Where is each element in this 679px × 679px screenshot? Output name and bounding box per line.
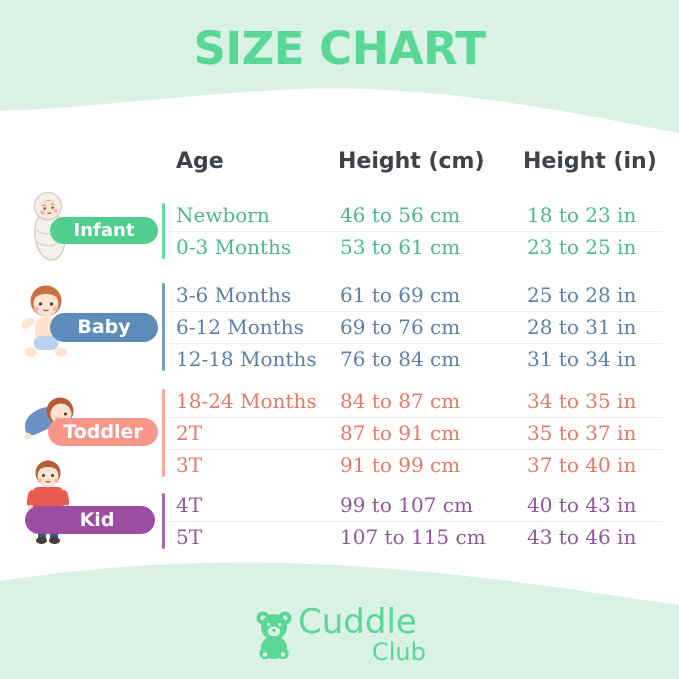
height-in-cell: 28 to 31 in (527, 315, 637, 339)
toddler-group-badge: Toddler (48, 418, 158, 446)
table-row: 18-24 Months 84 to 87 cm 34 to 35 in (0, 385, 679, 417)
height-in-cell: 31 to 34 in (527, 347, 637, 371)
header-age: Age (176, 149, 224, 174)
age-cell: 12-18 Months (176, 347, 317, 371)
height-in-cell: 34 to 35 in (527, 389, 637, 413)
age-cell: 6-12 Months (176, 315, 304, 339)
table-row: 4T 99 to 107 cm 40 to 43 in (0, 489, 679, 521)
row-divider (170, 231, 662, 232)
height-cm-cell: 91 to 99 cm (340, 453, 461, 477)
baby-group-line (162, 283, 165, 371)
group-label: Toddler (63, 421, 143, 443)
height-in-cell: 43 to 46 in (527, 525, 637, 549)
teddy-bear-icon (256, 611, 292, 660)
age-cell: 3T (176, 453, 203, 477)
age-cell: 18-24 Months (176, 389, 317, 413)
page-title: SIZE CHART (193, 22, 486, 75)
table-row: 0-3 Months 53 to 61 cm 23 to 25 in (0, 231, 679, 263)
table-row: 5T 107 to 115 cm 43 to 46 in (0, 521, 679, 553)
age-cell: 4T (176, 493, 203, 517)
height-cm-cell: 99 to 107 cm (340, 493, 473, 517)
age-cell: 0-3 Months (176, 235, 292, 259)
row-divider (170, 521, 662, 522)
group-label: Infant (73, 220, 135, 241)
table-row: 3-6 Months 61 to 69 cm 25 to 28 in (0, 279, 679, 311)
group-label: Kid (79, 509, 115, 531)
age-cell: 3-6 Months (176, 283, 292, 307)
height-in-cell: 35 to 37 in (527, 421, 637, 445)
height-in-cell: 37 to 40 in (527, 453, 637, 477)
table-row: 12-18 Months 76 to 84 cm 31 to 34 in (0, 343, 679, 375)
kid-group-badge: Kid (25, 506, 155, 534)
infant-group-badge: Infant (50, 217, 158, 244)
row-divider (170, 417, 662, 418)
age-cell: 5T (176, 525, 203, 549)
row-divider (170, 343, 662, 344)
group-label: Baby (77, 316, 131, 338)
height-cm-cell: 61 to 69 cm (340, 283, 461, 307)
header-height-cm: Height (cm) (338, 149, 485, 174)
header-height-in: Height (in) (523, 149, 657, 174)
height-in-cell: 40 to 43 in (527, 493, 637, 517)
age-cell: 2T (176, 421, 203, 445)
row-divider (170, 449, 662, 450)
kid-group-line (162, 493, 165, 549)
table-row: Newborn 46 to 56 cm 18 to 23 in (0, 199, 679, 231)
table-row: 6-12 Months 69 to 76 cm 28 to 31 in (0, 311, 679, 343)
brand-name: Cuddle (298, 602, 417, 642)
height-in-cell: 18 to 23 in (527, 203, 637, 227)
height-cm-cell: 53 to 61 cm (340, 235, 461, 259)
height-cm-cell: 87 to 91 cm (340, 421, 461, 445)
height-cm-cell: 69 to 76 cm (340, 315, 461, 339)
height-cm-cell: 107 to 115 cm (340, 525, 486, 549)
height-cm-cell: 84 to 87 cm (340, 389, 461, 413)
brand-subtitle: Club (372, 638, 426, 666)
infant-group-line (162, 203, 165, 259)
height-in-cell: 25 to 28 in (527, 283, 637, 307)
height-in-cell: 23 to 25 in (527, 235, 637, 259)
table-row: 2T 87 to 91 cm 35 to 37 in (0, 417, 679, 449)
age-cell: Newborn (176, 203, 270, 227)
row-divider (170, 311, 662, 312)
standing-kid-icon (26, 460, 70, 544)
height-cm-cell: 76 to 84 cm (340, 347, 461, 371)
height-cm-cell: 46 to 56 cm (340, 203, 461, 227)
table-row: 3T 91 to 99 cm 37 to 40 in (0, 449, 679, 481)
baby-group-badge: Baby (50, 313, 158, 342)
toddler-group-line (162, 389, 165, 477)
